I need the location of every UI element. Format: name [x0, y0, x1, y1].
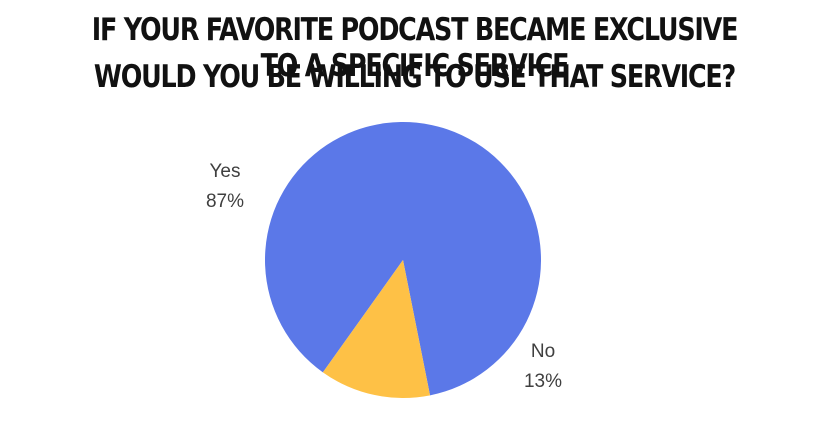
- chart-title-line-2: would you be willing to use that service…: [93, 59, 736, 95]
- pie-slices: [265, 122, 542, 398]
- slice-label-yes-percent: 87%: [206, 191, 244, 212]
- slice-label-yes-name: Yes: [210, 161, 241, 182]
- chart-title-line-1: If your favorite podcast became exclusiv…: [91, 12, 739, 84]
- pie-slice-yes: [265, 122, 542, 396]
- pie-slice-no: [322, 260, 431, 398]
- slice-label-no-percent: 13%: [524, 371, 562, 392]
- slice-label-no-name: No: [531, 341, 555, 362]
